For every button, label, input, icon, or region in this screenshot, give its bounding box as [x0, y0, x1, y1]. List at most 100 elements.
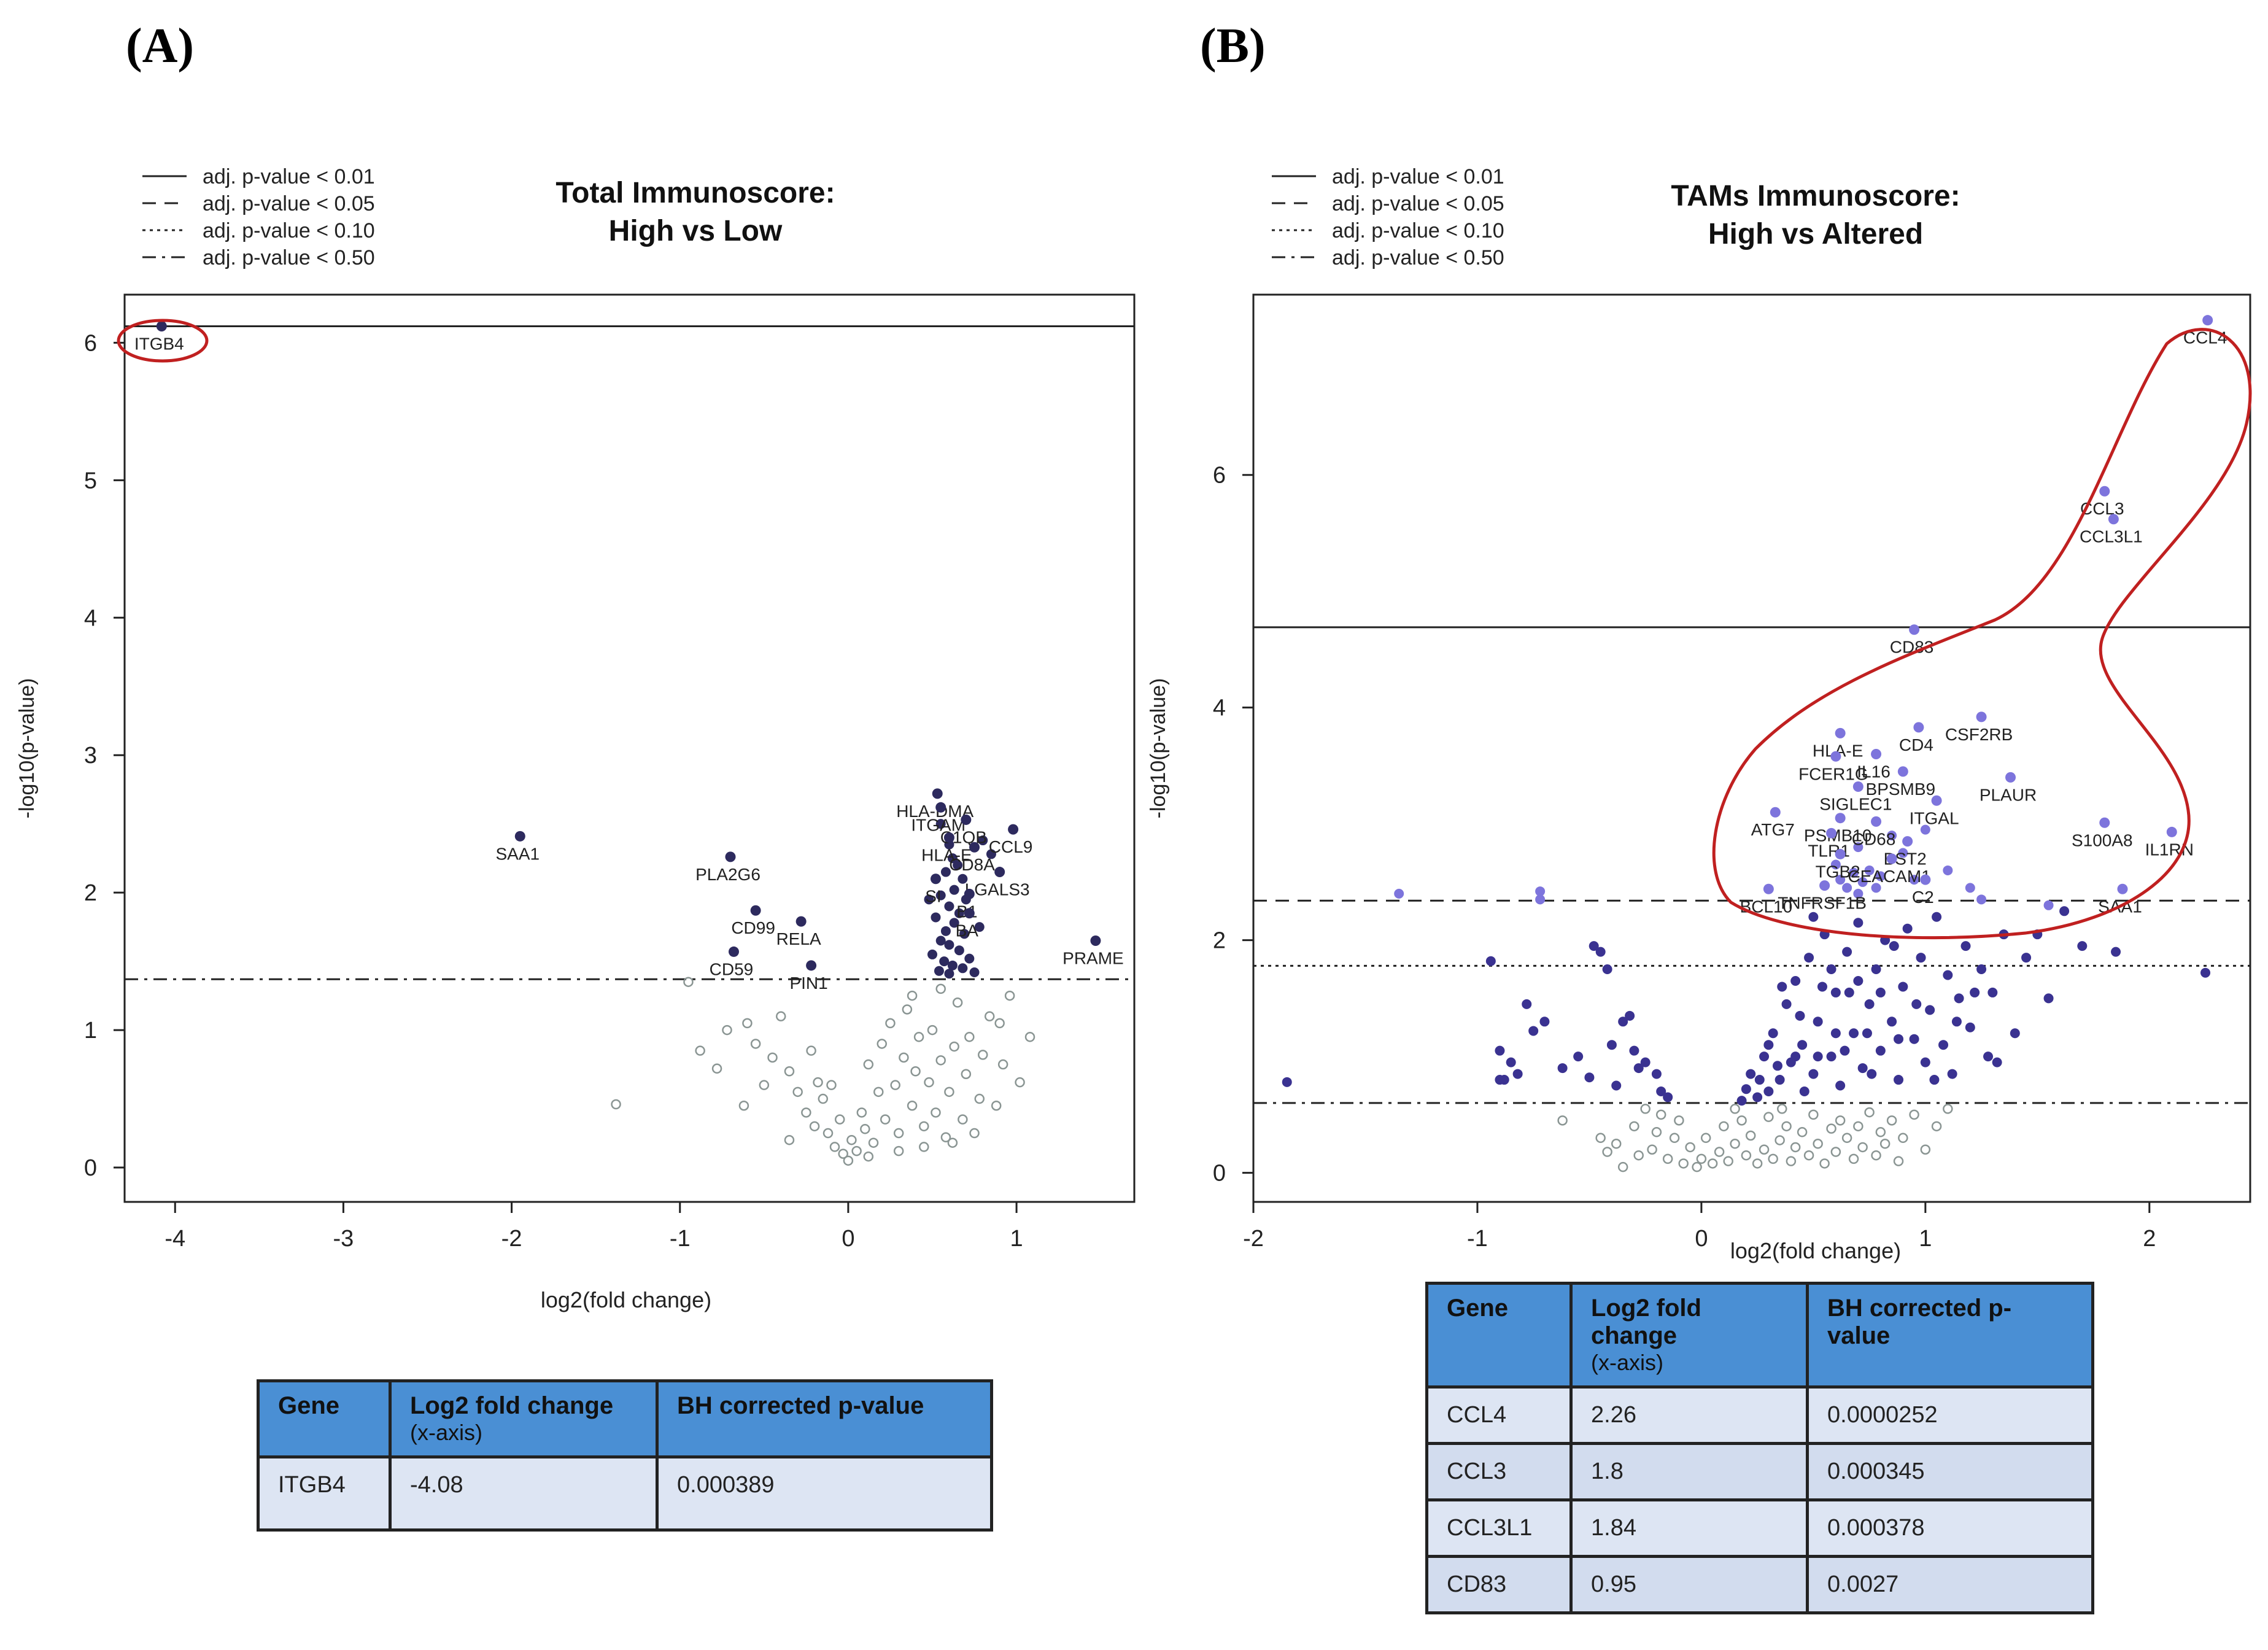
y-axis-label: -log10(p-value) [1147, 678, 1170, 819]
significant-point [1916, 953, 1926, 963]
nonsignificant-point [1790, 1142, 1801, 1153]
significant-point [1853, 842, 1864, 853]
nonsignificant-point [1879, 1139, 1891, 1149]
significant-point [1618, 1017, 1628, 1027]
labeled-point [2166, 826, 2177, 837]
nonsignificant-point [826, 1080, 837, 1090]
nonsignificant-point [1655, 1109, 1666, 1120]
cell-pvalue: 0.0000252 [1806, 1385, 2094, 1445]
significant-point [1808, 1069, 1819, 1079]
nonsignificant-point [958, 1114, 968, 1125]
nonsignificant-point [809, 1121, 820, 1132]
labeled-point [1008, 824, 1019, 835]
significant-point [1535, 886, 1546, 897]
significant-point [1656, 1086, 1666, 1096]
significant-point [1894, 1075, 1904, 1085]
labeled-point [1826, 827, 1837, 839]
nonsignificant-point [893, 1145, 904, 1156]
header-gene: Gene [1425, 1282, 1573, 1389]
cell-gene: CCL3 [1425, 1442, 1573, 1501]
nonsignificant-point [1700, 1133, 1711, 1144]
significant-point [1746, 1069, 1756, 1079]
x-tick-label: -2 [1243, 1226, 1264, 1252]
significant-point [969, 967, 980, 978]
significant-point [1830, 1028, 1841, 1039]
labeled-point [750, 905, 761, 916]
nonsignificant-point [1685, 1142, 1695, 1153]
x-tick-label: -1 [1467, 1226, 1488, 1252]
nonsignificant-point [873, 1086, 884, 1098]
labeled-point [1835, 727, 1846, 738]
labeled-point [1763, 883, 1774, 894]
nonsignificant-point [1730, 1104, 1740, 1114]
legend-label: adj. p-value < 0.01 [203, 165, 375, 188]
labeled-point [1090, 935, 1101, 947]
nonsignificant-point [784, 1134, 795, 1145]
significant-point [940, 867, 951, 877]
header-pvalue: BH corrected p-value [1806, 1282, 2094, 1389]
labeled-point [1886, 853, 1897, 864]
cell-log2fc: 1.8 [1569, 1442, 1809, 1501]
significant-point [1920, 1057, 1930, 1067]
nonsignificant-point [1841, 1133, 1852, 1144]
nonsignificant-point [1797, 1127, 1808, 1137]
significant-point [1790, 1052, 1801, 1062]
cell-gene: CCL4 [1425, 1385, 1573, 1445]
labeled-point [1770, 807, 1781, 818]
nonsignificant-point [1835, 1115, 1846, 1126]
point-label: PLAUR [1980, 785, 2037, 804]
table-row: CCL4 2.26 0.0000252 [1425, 1385, 2094, 1445]
nonsignificant-point [927, 1024, 938, 1036]
point-label: CEACAM1 [1848, 867, 1930, 886]
chart-title: Total Immunoscore: [555, 177, 835, 209]
nonsignificant-point [851, 1145, 862, 1156]
nonsignificant-point [978, 1050, 988, 1060]
nonsignificant-point [931, 1107, 941, 1118]
x-tick-label: 1 [1919, 1226, 1932, 1252]
nonsignificant-point [1848, 1153, 1859, 1164]
significant-point [1947, 1069, 1957, 1079]
nonsignificant-point [1714, 1147, 1725, 1157]
significant-point [1976, 894, 1987, 905]
significant-point [1754, 1075, 1765, 1085]
cell-log2fc: 1.84 [1569, 1498, 1809, 1558]
point-label: ITGB4 [134, 335, 184, 354]
labeled-point [930, 873, 941, 885]
nonsignificant-point [784, 1066, 795, 1077]
nonsignificant-point [949, 1041, 959, 1052]
nonsignificant-point [806, 1045, 816, 1056]
point-label: HLA-E [921, 846, 972, 865]
x-axis-label: log2(fold change) [541, 1287, 711, 1312]
significant-point [1606, 1040, 1617, 1050]
nonsignificant-point [910, 1066, 921, 1077]
significant-point [1826, 964, 1836, 975]
nonsignificant-point [1719, 1121, 1729, 1132]
nonsignificant-point [899, 1052, 909, 1063]
y-tick-label: 6 [84, 330, 97, 356]
significant-point [1808, 912, 1819, 922]
labeled-point [1902, 836, 1913, 847]
labeled-point [2005, 772, 2016, 783]
labeled-point [2117, 883, 2128, 894]
significant-point [1589, 941, 1599, 951]
nonsignificant-point [1674, 1115, 1684, 1126]
nonsignificant-point [907, 990, 918, 1001]
labeled-point [932, 788, 943, 799]
nonsignificant-point [984, 1011, 995, 1021]
point-label: ITGAM [911, 815, 966, 834]
significant-point [2043, 900, 2054, 910]
nonsignificant-point [834, 1114, 845, 1125]
significant-point [1909, 875, 1919, 885]
labeled-point [1909, 624, 1920, 635]
nonsignificant-point [1752, 1158, 1763, 1169]
significant-point [1920, 824, 1930, 835]
labeled-point [725, 851, 736, 862]
significant-point [1799, 1086, 1809, 1096]
point-label: S100A8 [2072, 831, 2133, 850]
significant-point [1951, 1017, 1962, 1027]
nonsignificant-point [1920, 1144, 1931, 1155]
nonsignificant-point [1692, 1161, 1702, 1172]
significant-point [1983, 1052, 1994, 1062]
significant-point [1817, 982, 1827, 992]
point-label: PRAME [1062, 949, 1124, 968]
